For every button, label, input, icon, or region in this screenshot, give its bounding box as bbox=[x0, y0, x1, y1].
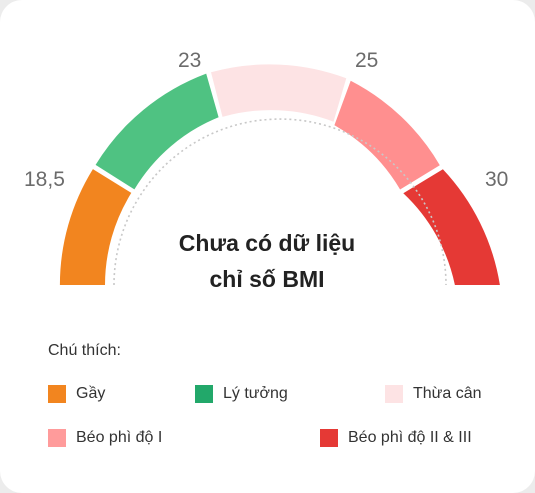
gauge-segment-underweight bbox=[59, 169, 132, 285]
legend-item-ideal: Lý tưởng bbox=[195, 385, 288, 403]
gauge-segment-overweight bbox=[211, 64, 347, 122]
gauge-message-line-1: Chưa có dữ liệu bbox=[178, 230, 356, 256]
gauge-segment-obese-1 bbox=[334, 80, 440, 190]
legend-label-ideal: Lý tưởng bbox=[223, 385, 288, 402]
gauge-segment-obese-2-3 bbox=[403, 169, 500, 285]
legend-item-obese-2-3: Béo phì độ II & III bbox=[320, 429, 472, 447]
tick-label-23: 23 bbox=[178, 49, 202, 72]
legend-swatch-obese-2-3 bbox=[320, 429, 338, 447]
legend-swatch-overweight bbox=[385, 385, 403, 403]
tick-label-18-5: 18,5 bbox=[24, 168, 65, 191]
tick-label-25: 25 bbox=[355, 49, 379, 72]
bmi-gauge bbox=[59, 64, 500, 286]
legend-label-obese-1: Béo phì độ I bbox=[76, 429, 163, 446]
gauge-status-message: Chưa có dữ liệu chỉ số BMI bbox=[131, 225, 403, 297]
legend-item-overweight: Thừa cân bbox=[385, 385, 482, 403]
gauge-segment-ideal bbox=[95, 73, 219, 190]
legend-label-overweight: Thừa cân bbox=[413, 385, 482, 402]
gauge-inner-dotted-arc bbox=[113, 118, 447, 286]
gauge-message-line-2: chỉ số BMI bbox=[209, 266, 325, 292]
legend-label-underweight: Gầy bbox=[76, 385, 106, 402]
legend-item-underweight: Gầy bbox=[48, 385, 105, 403]
legend-swatch-underweight bbox=[48, 385, 66, 403]
legend-item-obese-1: Béo phì độ I bbox=[48, 429, 162, 447]
legend-label-obese-2-3: Béo phì độ II & III bbox=[348, 429, 472, 446]
tick-label-30: 30 bbox=[485, 168, 509, 191]
legend-swatch-ideal bbox=[195, 385, 213, 403]
legend-swatch-obese-1 bbox=[48, 429, 66, 447]
legend-title: Chú thích: bbox=[48, 342, 121, 359]
